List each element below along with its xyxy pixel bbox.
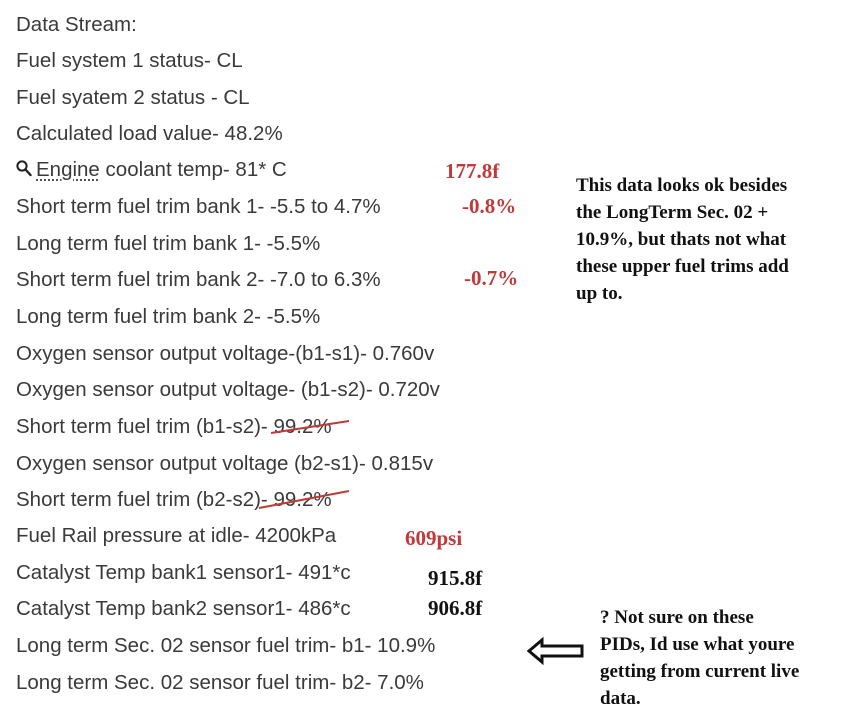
rail-psi-note: 609psi [405, 526, 463, 550]
strike-mark [271, 420, 350, 434]
ltft-bank-2: Long term fuel trim bank 2- -5.5% [16, 305, 321, 328]
right-comment-line: This data looks ok besides [576, 175, 788, 196]
bottom-comment-line: PIDs, Id use what youre [600, 634, 795, 655]
struck-value-text: 99.2% [273, 415, 332, 438]
stft-b1-s2-label: Short term fuel trim (b1-s2)- [16, 415, 274, 438]
bottom-comment: ? Not sure on these PIDs, Id use what yo… [600, 604, 799, 712]
o2-voltage-b1-s2: Oxygen sensor output voltage- (b1-s2)- 0… [16, 378, 440, 401]
right-comment: This data looks ok besides the LongTerm … [576, 172, 789, 307]
coolant-fahrenheit-note: 177.8f [445, 159, 500, 183]
stft-bank-2: Short term fuel trim bank 2- -7.0 to 6.3… [16, 268, 381, 291]
stft-b1-s2-struck-value: 99.2% [271, 415, 350, 439]
stft-b2-s2: Short term fuel trim (b2-s2)- 99.2% [16, 488, 350, 512]
engine-coolant-temp: Engine coolant temp- 81* C [16, 158, 287, 182]
fuel-system-1-status: Fuel system 1 status- CL [16, 49, 243, 72]
right-comment-line: up to. [576, 283, 623, 304]
stft-bank-1: Short term fuel trim bank 1- -5.5 to 4.7… [16, 195, 381, 218]
o2-voltage-b2-s1: Oxygen sensor output voltage (b2-s1)- 0.… [16, 452, 434, 475]
catalyst-temp-bank1: Catalyst Temp bank1 sensor1- 491*c [16, 561, 351, 584]
stft-b1-s2: Short term fuel trim (b1-s2)- 99.2% [16, 415, 350, 439]
cat1-fahrenheit-note: 915.8f [428, 566, 483, 590]
catalyst-temp-bank2: Catalyst Temp bank2 sensor1- 486*c [16, 597, 351, 620]
strike-mark [258, 490, 350, 509]
stft-b2-note: -0.7% [464, 266, 519, 290]
lt-sec-o2-trim-b1: Long term Sec. 02 sensor fuel trim- b1- … [16, 634, 436, 657]
lt-sec-o2-trim-b2: Long term Sec. 02 sensor fuel trim- b2- … [16, 671, 424, 694]
stft-b2-s2-struck-value: - 99.2% [258, 488, 350, 512]
bottom-comment-line: data. [600, 688, 641, 709]
bottom-comment-line: getting from current live [600, 661, 800, 682]
data-stream-title: Data Stream: [16, 13, 137, 36]
fuel-system-2-status: Fuel syatem 2 status - CL [16, 86, 250, 109]
o2-voltage-b1-s1: Oxygen sensor output voltage-(b1-s1)- 0.… [16, 342, 435, 365]
ltft-bank-1: Long term fuel trim bank 1- -5.5% [16, 232, 321, 255]
cat2-fahrenheit-note: 906.8f [428, 596, 483, 620]
stft-b2-s2-label: Short term fuel trim (b2-s2) [16, 488, 261, 511]
calculated-load-value: Calculated load value- 48.2% [16, 122, 283, 145]
bottom-comment-line: ? Not sure on these [600, 607, 754, 628]
engine-link[interactable]: Engine [36, 158, 100, 181]
stft-b1-note: -0.8% [462, 194, 517, 218]
left-arrow-icon [526, 636, 584, 666]
engine-coolant-temp-text: coolant temp- 81* C [99, 158, 287, 181]
right-comment-line: the LongTerm Sec. 02 + [576, 202, 769, 223]
fuel-rail-pressure: Fuel Rail pressure at idle- 4200kPa [16, 524, 337, 547]
search-icon [16, 160, 32, 177]
right-comment-line: 10.9%, but thats not what [576, 229, 787, 250]
right-comment-line: these upper fuel trims add [576, 256, 789, 277]
